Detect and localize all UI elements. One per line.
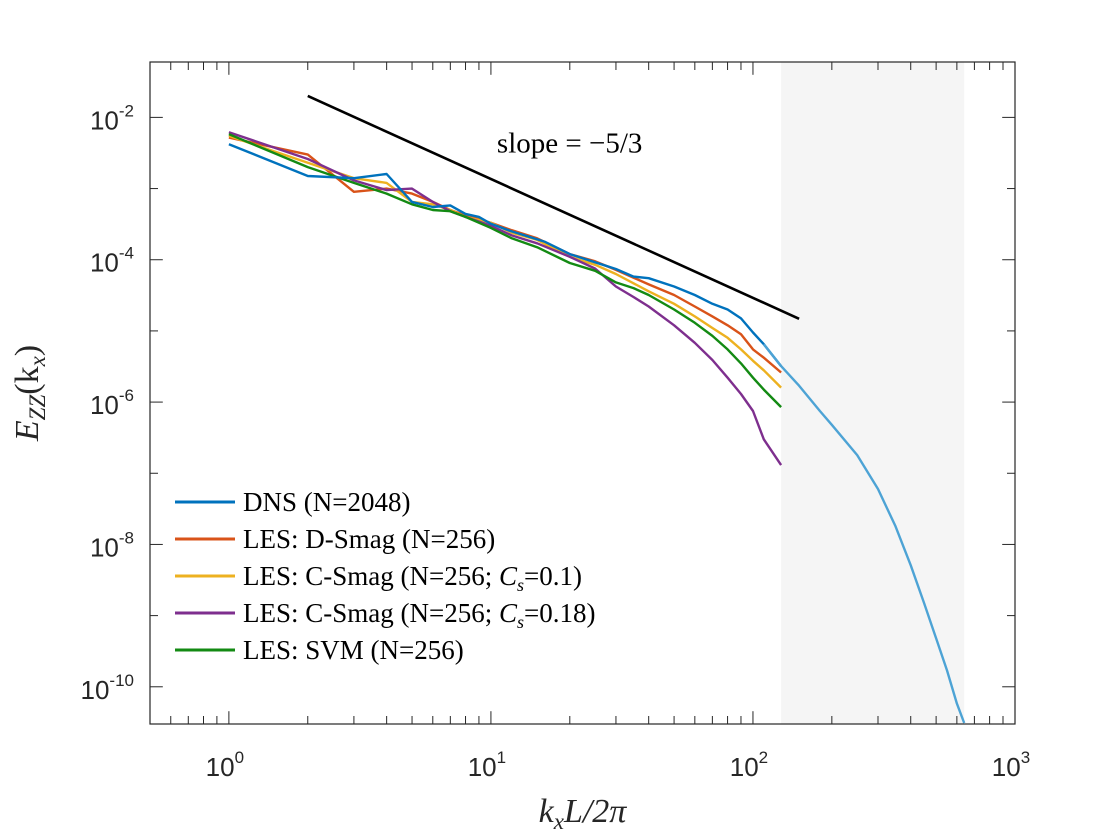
y-tick-label: 10-10: [81, 671, 135, 705]
series-line-les-c-smag-n-256-c-s-0-18: [228, 131, 783, 466]
y-tick-label: 10-6: [90, 386, 134, 420]
y-tick-label: 10-2: [90, 101, 134, 135]
legend: DNS (N=2048) LES: D-Smag (N=256) LES: C-Sm…: [175, 487, 595, 665]
legend-label: DNS (N=2048): [243, 487, 410, 517]
legend-item-les-c-smag-n-256-c-s-0-18: LES: C-Smag (N=256; Cs=0.18): [175, 598, 595, 632]
legend-item-les-c-smag-n-256-c-s-0-1: LES: C-Smag (N=256; Cs=0.1): [175, 561, 582, 595]
legend-item-dns-n-2048: DNS (N=2048): [175, 487, 410, 517]
x-tick-label: 102: [730, 748, 768, 782]
reference-slope-line: [307, 94, 800, 320]
legend-label: LES: C-Smag (N=256; Cs=0.18): [243, 598, 595, 632]
x-tick-label: 101: [468, 748, 506, 782]
x-tick-label: 100: [206, 748, 244, 782]
y-axis-label: EZZ(kx): [9, 345, 50, 442]
legend-label: LES: C-Smag (N=256; Cs=0.1): [243, 561, 582, 595]
legend-item-les-d-smag-n-256: LES: D-Smag (N=256): [175, 524, 495, 554]
y-tick-label: 10-8: [90, 528, 134, 562]
x-tick-label: 103: [992, 748, 1030, 782]
x-axis-label: kxL/2π: [539, 793, 628, 834]
y-tick-label: 10-4: [90, 244, 134, 278]
series-line-dns-n-2048: [228, 143, 783, 367]
axes-box: [149, 61, 1016, 725]
legend-label: LES: D-Smag (N=256): [243, 524, 495, 554]
legend-item-les-svm-n-256: LES: SVM (N=256): [175, 635, 464, 665]
legend-label: LES: SVM (N=256): [243, 635, 464, 665]
shaded-region: [781, 62, 965, 724]
x-tick-labels: 100 101 102 103: [206, 748, 1031, 782]
plot-area: [149, 61, 1016, 725]
slope-annotation: slope = −5/3: [497, 128, 642, 160]
minor-ticks: [149, 62, 1016, 724]
y-tick-labels: 10-2 10-4 10-6 10-8 10-10: [81, 101, 135, 704]
series-line-les-svm-n-256: [228, 133, 782, 408]
series-layer: [228, 131, 966, 724]
series-tail-dns-n-2048: [762, 343, 966, 724]
